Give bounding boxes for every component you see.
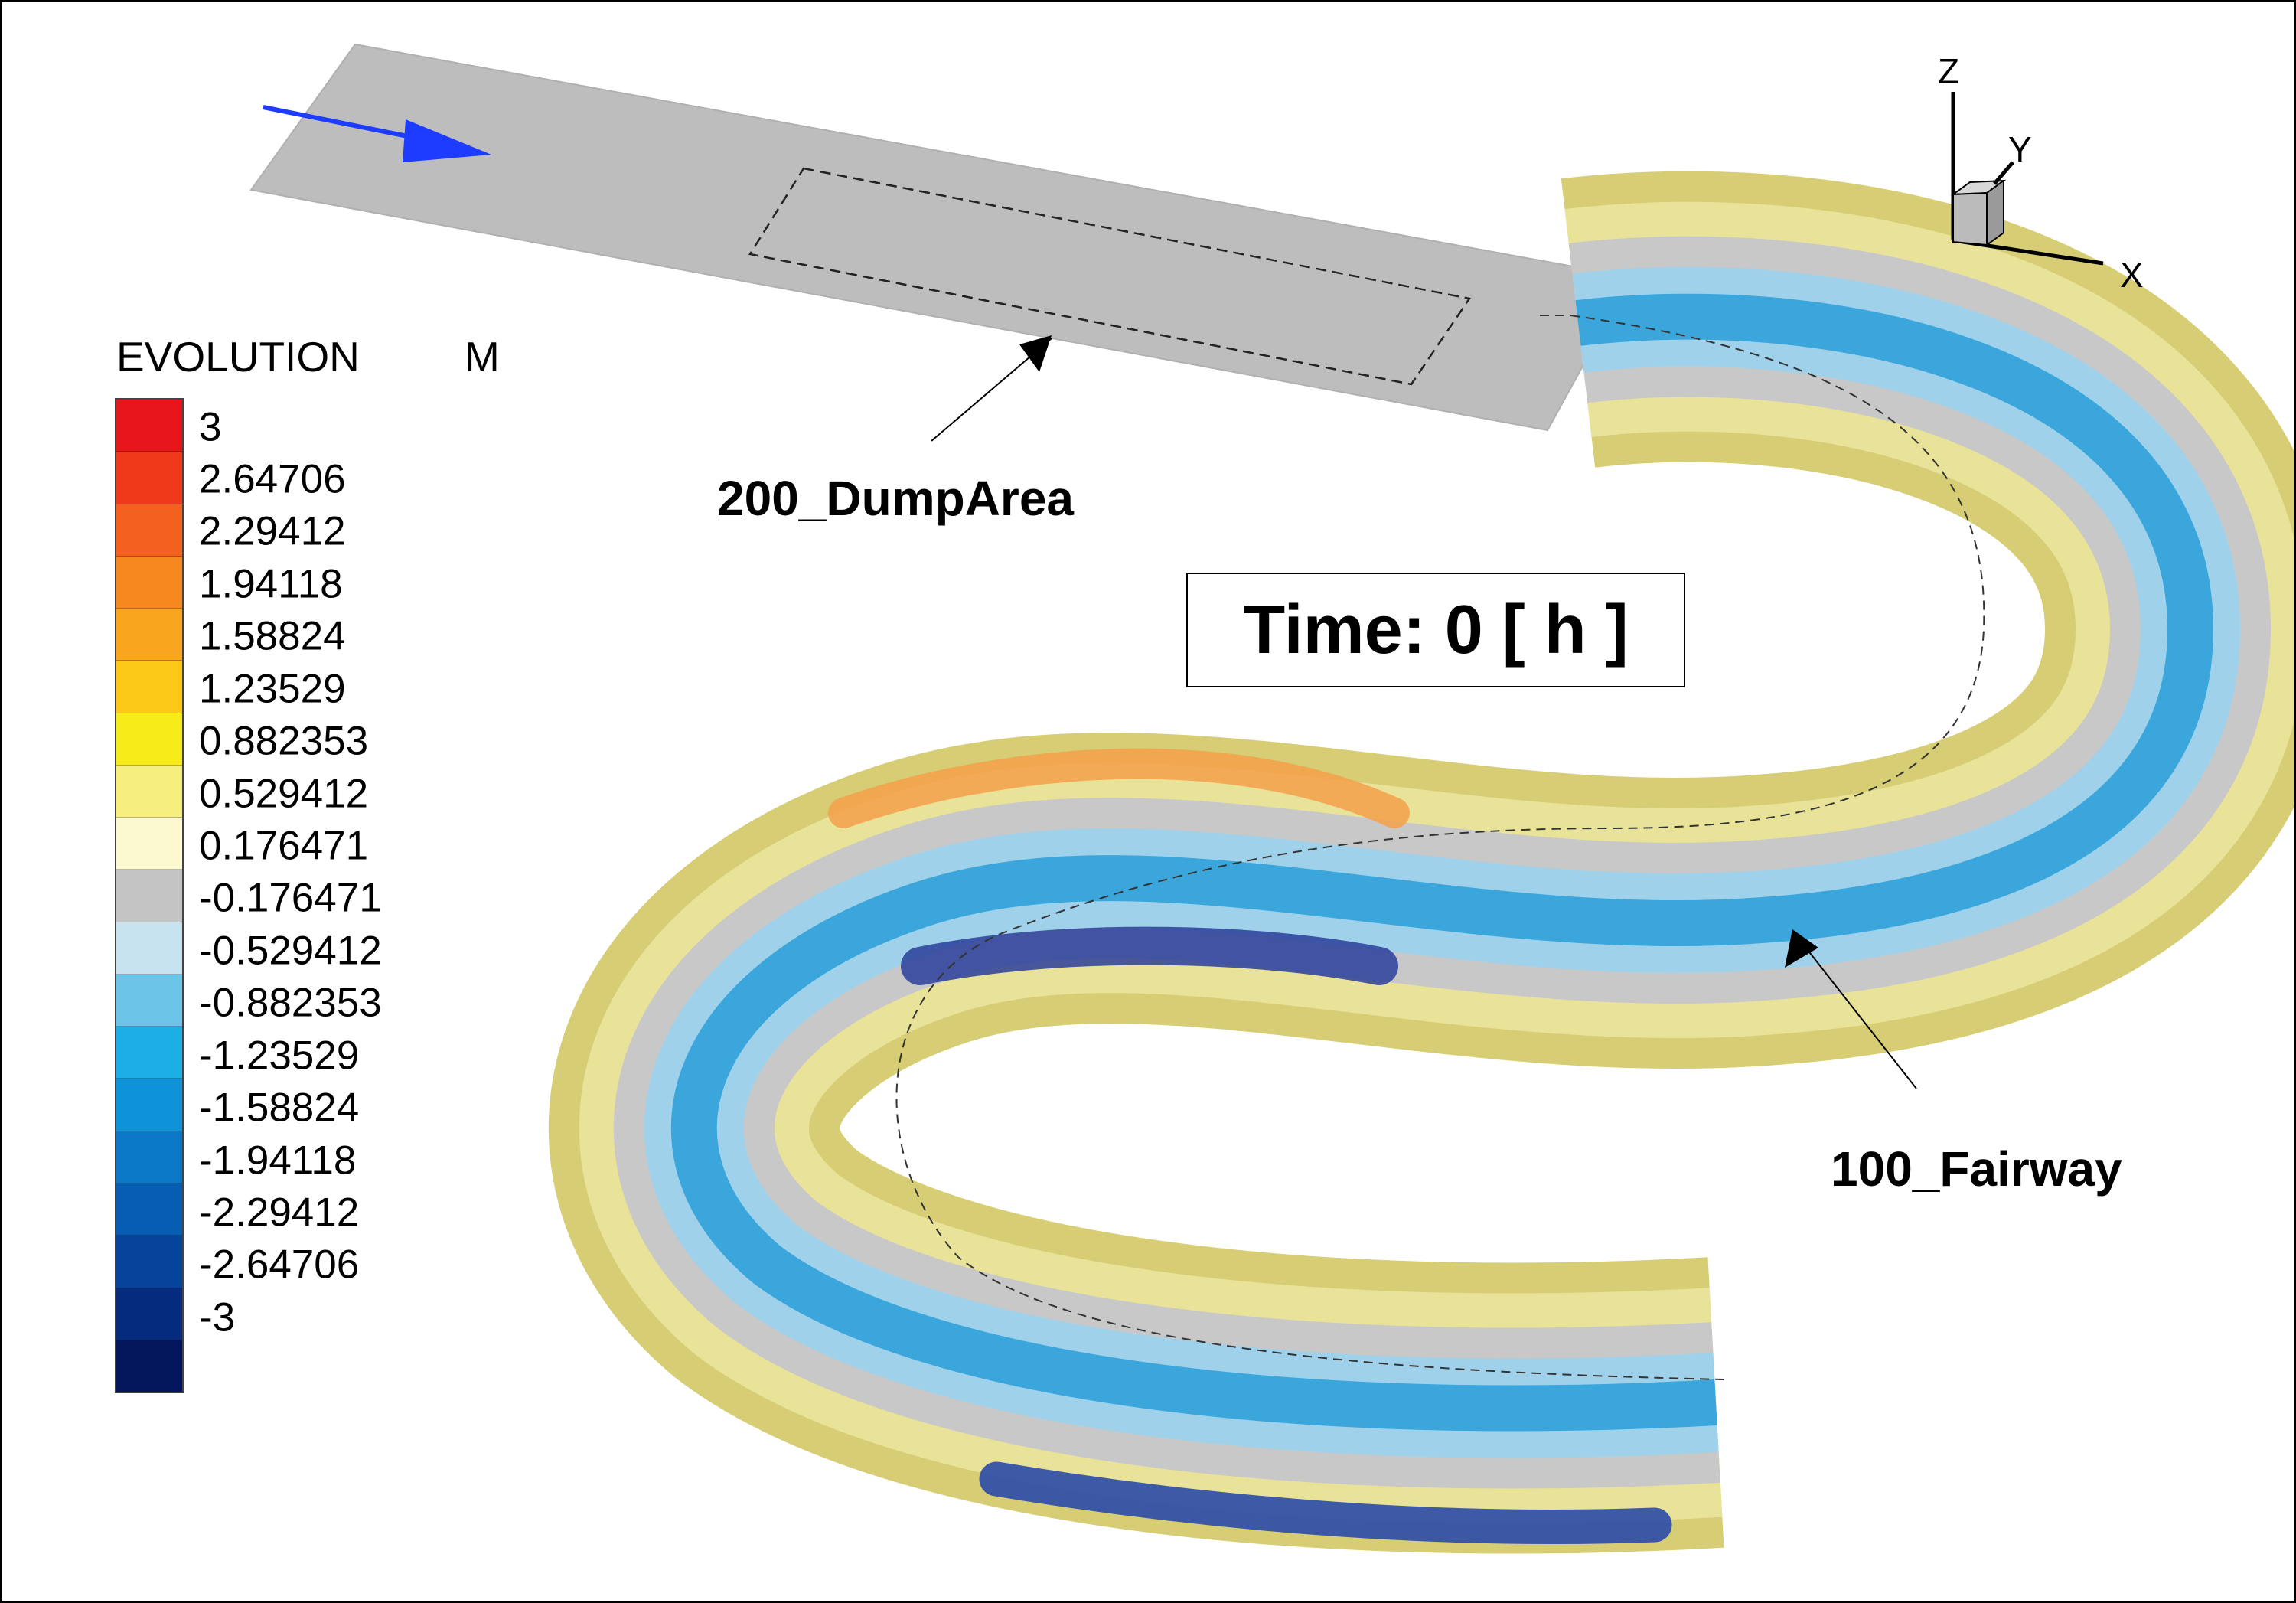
colorbar-swatch xyxy=(116,452,182,504)
fairway-leader xyxy=(1795,935,1917,1089)
colorbar-swatch xyxy=(116,974,182,1027)
colorbar-swatch xyxy=(116,1183,182,1236)
fairway-outline xyxy=(895,315,1985,1380)
colorbar-swatch xyxy=(116,1236,182,1288)
flow-arrow-icon xyxy=(403,119,491,162)
deep-trench xyxy=(901,926,1398,985)
colorbar-swatch xyxy=(116,818,182,870)
colorbar-swatch xyxy=(116,1340,182,1392)
colorbar-swatch xyxy=(116,400,182,452)
colorbar-tick-label: 1.94118 xyxy=(199,561,343,607)
colorbar-swatch xyxy=(116,1131,182,1183)
axis-x-label: X xyxy=(2120,255,2144,295)
colorbar-tick-label: -1.58824 xyxy=(199,1085,360,1131)
colorbar-swatch xyxy=(116,1027,182,1079)
colorbar-tick-label: -2.29412 xyxy=(199,1190,360,1236)
colorbar-swatch xyxy=(116,556,182,609)
colorbar-swatch xyxy=(116,870,182,922)
colorbar-tick-label: -1.23529 xyxy=(199,1033,360,1079)
dump-area-box xyxy=(748,167,1472,386)
colorbar-swatch xyxy=(116,713,182,766)
axis-z-label: Z xyxy=(1938,51,1960,91)
colorbar-tick-label: 3 xyxy=(199,404,222,450)
fairway-surface xyxy=(548,171,2294,1554)
colorbar-tick-label: -2.64706 xyxy=(199,1242,360,1288)
colorbar xyxy=(115,398,184,1393)
colorbar-tick-label: 2.64706 xyxy=(199,456,346,502)
colorbar-swatch xyxy=(116,1079,182,1131)
time-label: Time: 0 [ h ] xyxy=(1243,591,1629,668)
colorbar-swatch xyxy=(116,765,182,818)
fairway-arrowhead xyxy=(1785,929,1818,968)
colorbar-swatch xyxy=(116,609,182,661)
axis-cube-icon xyxy=(1950,161,2014,246)
colorbar-tick-label: 2.29412 xyxy=(199,508,346,554)
dump-area-label: 200_DumpArea xyxy=(717,471,1074,526)
colorbar-swatch xyxy=(116,1288,182,1340)
deep-trench-bottom xyxy=(979,1461,1672,1544)
axis-y-label: Y xyxy=(2008,129,2032,169)
high-ridge xyxy=(828,748,1410,828)
colorbar-tick-label: -0.882353 xyxy=(199,980,382,1026)
colorbar-tick-label: -3 xyxy=(199,1294,236,1340)
colorbar-swatch xyxy=(116,661,182,713)
flow-arrow-shaft xyxy=(263,105,431,143)
dump-strip xyxy=(249,43,1633,432)
colorbar-tick-label: 1.58824 xyxy=(199,613,346,659)
colorbar-swatch xyxy=(116,922,182,975)
colorbar-tick-label: -0.176471 xyxy=(199,875,382,921)
colorbar-tick-label: -1.94118 xyxy=(199,1138,357,1183)
colorbar-tick-label: 0.882353 xyxy=(199,718,369,764)
colorbar-tick-label: 0.176471 xyxy=(199,823,369,869)
colorbar-tick-label: -0.529412 xyxy=(199,928,382,974)
dump-area-arrowhead xyxy=(1019,335,1052,372)
legend-unit: M xyxy=(465,333,500,380)
colorbar-labels: 3 2.64706 2.29412 1.94118 1.58824 1.23529 0.88… xyxy=(199,398,459,1393)
colorbar-swatch xyxy=(116,504,182,557)
colorbar-tick-label: 1.23529 xyxy=(199,666,346,712)
time-label-box: Time: 0 [ h ] xyxy=(1186,573,1685,687)
fairway-label: 100_Fairway xyxy=(1831,1141,2122,1197)
colorbar-tick-label: 0.529412 xyxy=(199,771,369,817)
legend-title: EVOLUTION xyxy=(116,333,360,380)
